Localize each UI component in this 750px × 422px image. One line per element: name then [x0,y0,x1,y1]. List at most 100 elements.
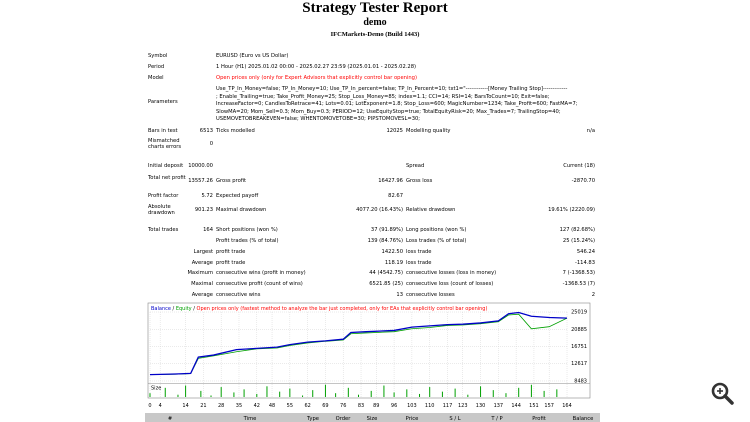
trades-column-header: Time [243,415,257,422]
row-value: 12025 [386,128,403,134]
row-cell: Expected payoff [216,193,259,199]
trades-column-header: S / L [449,415,461,422]
row-value: 901.23 [194,207,213,213]
size-bar [492,390,494,397]
parameter-line: SlowMA=20; Mom_Sell=0.3; Mom_Buy=0.3; PE… [216,108,561,115]
row-value: 4077.20 (16.43%) [356,207,403,213]
row-cell: Total net profit [148,175,186,181]
size-bar [429,387,431,397]
x-tick-label: 96 [391,403,397,409]
legend: Balance / Equity / Open prices only (fas… [151,306,487,312]
x-tick-label: 117 [443,403,453,409]
row-cell: 44 (4542.75) [369,270,403,276]
row-cell: Mismatched charts errors [148,138,182,150]
y-tick-label: 8483 [574,378,587,384]
size-label: Size [151,386,161,392]
row-cell: 1422.50 [381,249,403,255]
trades-column-header: # [167,415,173,422]
size-bar [556,389,558,397]
row-cell: 6521.85 (25) [369,281,403,287]
x-tick-label: 76 [340,403,346,409]
row-value: 10000.00 [188,163,213,169]
row-cell: Profit trades (% of total) [216,238,279,244]
y-tick-label: 20885 [571,327,587,333]
size-bar [441,391,443,397]
row-value: 25 (15.24%) [562,238,595,244]
row-cell: Symbol [148,53,168,59]
row-cell: Largest [193,249,213,255]
balance-line [149,311,568,376]
trades-column-header: Size [366,415,378,422]
y-tick-label: 25019 [571,310,587,316]
size-bar [289,388,291,397]
size-bar [393,392,395,397]
row-cell: Spread [406,163,425,169]
row-value: 5.72 [201,193,213,199]
size-bar [335,393,337,397]
row-cell: 7 (-1368.53) [562,270,595,276]
row-value: n/a [586,128,595,134]
size-bar [266,386,268,397]
row-value: 16427.96 [378,178,403,184]
row-cell: Model [148,75,164,81]
row-cell: Bars in test [148,128,178,134]
legend-separator: / [173,306,175,312]
x-tick-label: 157 [544,403,554,409]
trades-column-header: Profit [532,415,546,422]
x-tick-label: 103 [407,403,417,409]
row-value: 82.67 [388,193,403,199]
x-tick-label: 21 [200,403,206,409]
chart-subtitle: Open prices only (fastest method to anal… [197,306,488,312]
x-tick-label: 151 [529,403,539,409]
size-bar [383,385,385,397]
row-cell: Average [191,292,213,298]
zoom-icon[interactable] [708,379,738,409]
row-value: EURUSD (Euro vs US Dollar) [216,53,289,59]
trades-header-bg [145,413,600,422]
parameter-line: USEMOVETOBREAKEVEN=false; WHENTOMOVETOBE… [216,116,421,122]
row-value: consecutive loss (count of losses) [406,281,494,287]
row-value: Current (18) [563,163,595,169]
row-cell: Average [191,260,213,266]
size-bar [370,390,372,397]
server-name: IFCMarkets-Demo (Build 1443) [330,31,420,38]
row-cell: Modelling quality [406,128,451,134]
x-tick-label: 55 [287,403,293,409]
parameter-line: ; Enable_Trailing=true; Take_Profit_Mone… [216,93,550,100]
row-cell: 546.24 [576,249,595,255]
row-value: 164 [203,227,213,233]
row-cell: Period [148,64,165,70]
x-tick-label: 123 [458,403,468,409]
legend-separator: / [193,306,195,312]
x-tick-label: 69 [322,403,328,409]
size-bar [302,395,304,397]
parameter-line: IncreaseFactor=0; CandlesToRetrace=41; L… [216,101,578,107]
x-tick-label: 144 [511,403,521,409]
x-tick-label: 110 [425,403,435,409]
x-tick-label: 83 [358,403,364,409]
row-value: Open prices only (only for Expert Adviso… [216,75,417,81]
row-cell: Total trades [148,227,179,233]
x-tick-label: 48 [269,403,275,409]
row-cell: Maximum [187,270,213,276]
row-cell: Initial deposit [148,163,184,169]
size-bar [505,393,507,397]
report-title: Strategy Tester Report [302,0,448,16]
row-value: consecutive losses (loss in money) [406,270,497,276]
size-bar [312,390,314,397]
row-value: 13557.26 [188,178,213,184]
trades-column-header: Order [335,415,351,422]
row-value: consecutive losses [406,292,455,298]
row-value: -2870.70 [571,178,595,184]
x-tick-label: 28 [218,403,224,409]
size-bar [243,389,245,397]
trades-column-header: Balance [572,415,594,422]
size-bar [220,387,222,397]
row-value: 139 (84.76%) [367,238,403,244]
row-value: consecutive profit (count of wins) [216,281,303,287]
row-value: profit trade [216,260,246,266]
x-tick-label: 164 [562,403,572,409]
trades-column-header: Type [307,415,319,422]
row-value: 37 (91.89%) [370,227,403,233]
